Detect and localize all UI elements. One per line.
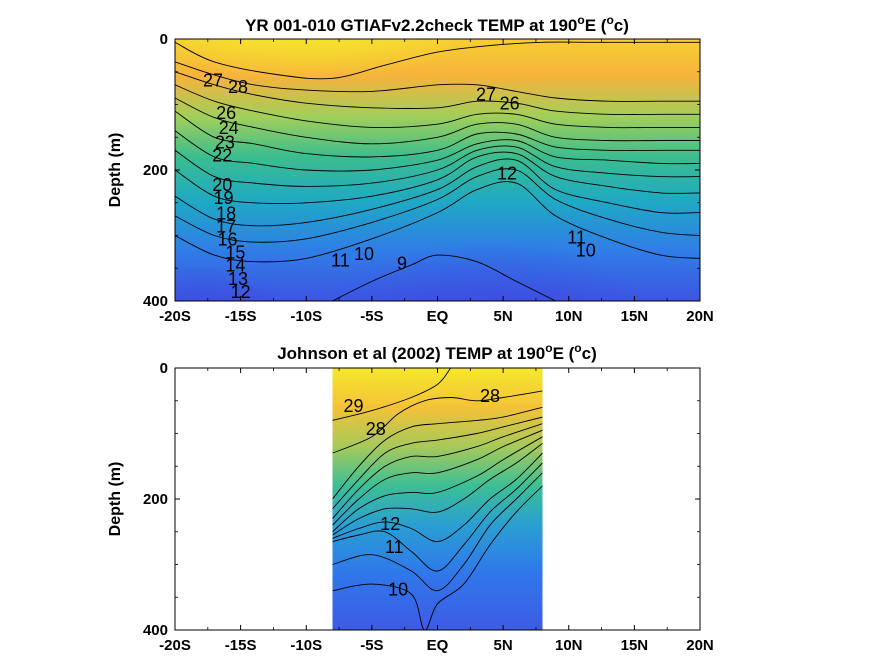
y-tick-label: 200 bbox=[143, 162, 168, 179]
contour-line-22 bbox=[175, 97, 700, 145]
x-tick-label: -20S bbox=[159, 637, 191, 654]
contour-line-22 bbox=[332, 423, 543, 519]
y-axis-label: Depth (m) bbox=[107, 133, 124, 208]
contour-label: 13 bbox=[228, 269, 248, 289]
x-tick-label: 15N bbox=[621, 637, 649, 654]
contour-label: 11 bbox=[385, 537, 404, 557]
contour-label: 24 bbox=[219, 118, 239, 138]
contour-lines bbox=[332, 368, 543, 630]
contour-label: 20 bbox=[212, 175, 232, 195]
contour-label: 10 bbox=[388, 579, 408, 599]
contour-label: 29 bbox=[343, 396, 363, 416]
contour-label: 28 bbox=[366, 419, 386, 439]
temperature-section-model: YR 001-010 GTIAFv2.2check TEMP at 190oE … bbox=[107, 13, 714, 325]
x-tick-label: 5N bbox=[494, 308, 513, 325]
x-tick-label: -5S bbox=[360, 308, 383, 325]
contour-line-24 bbox=[175, 84, 700, 129]
contour-line-24 bbox=[332, 416, 543, 510]
contour-lines bbox=[175, 41, 700, 301]
contour-label: 18 bbox=[216, 203, 236, 223]
contour-line-16 bbox=[175, 145, 700, 187]
contour-label: 19 bbox=[214, 188, 234, 208]
x-tick-label: -5S bbox=[360, 637, 383, 654]
x-tick-label: -15S bbox=[225, 637, 257, 654]
contour-label: 12 bbox=[231, 282, 251, 302]
contour-line-29 bbox=[332, 368, 451, 421]
chart-title: YR 001-010 GTIAFv2.2check TEMP at 190oE … bbox=[245, 13, 629, 35]
contour-label: 28 bbox=[480, 386, 500, 406]
contour-line-26 bbox=[332, 406, 543, 500]
x-tick-label: -10S bbox=[290, 637, 322, 654]
chart-title: Johnson et al (2002) TEMP at 190oE (oc) bbox=[277, 341, 597, 363]
x-tick-label: 10N bbox=[555, 637, 583, 654]
contour-line-10 bbox=[332, 485, 543, 630]
contour-line-14 bbox=[175, 151, 700, 204]
contour-label: 16 bbox=[217, 229, 237, 249]
y-tick-label: 400 bbox=[143, 622, 168, 639]
contour-line-20 bbox=[332, 429, 543, 526]
contour-label: 10 bbox=[354, 244, 374, 264]
contour-label: 28 bbox=[228, 77, 248, 97]
contour-line-11 bbox=[332, 472, 543, 592]
y-tick-label: 400 bbox=[143, 293, 168, 310]
contour-line-16 bbox=[332, 442, 543, 536]
contour-label: 27 bbox=[203, 70, 223, 90]
contour-line-26 bbox=[175, 71, 700, 116]
contour-line-20 bbox=[175, 110, 700, 158]
contour-label: 26 bbox=[216, 103, 236, 123]
contour-line-14 bbox=[332, 452, 543, 543]
x-tick-label: 10N bbox=[555, 308, 583, 325]
contour-label: 22 bbox=[212, 146, 232, 166]
contour-line-10 bbox=[175, 181, 700, 263]
contour-line-27 bbox=[175, 61, 700, 102]
contour-label: 15 bbox=[225, 243, 245, 263]
contour-label: 9 bbox=[397, 254, 407, 274]
contour-line-28 bbox=[332, 390, 543, 454]
contour-label: 23 bbox=[215, 133, 235, 153]
contour-label: 11 bbox=[331, 250, 350, 270]
x-tick-label: EQ bbox=[427, 637, 449, 654]
contour-line-9 bbox=[332, 254, 556, 301]
x-tick-label: 5N bbox=[494, 637, 513, 654]
y-tick-label: 0 bbox=[160, 31, 168, 48]
y-tick-label: 0 bbox=[160, 360, 168, 377]
contour-label: 11 bbox=[567, 228, 586, 248]
contour-label: 10 bbox=[576, 241, 596, 261]
contour-label: 12 bbox=[380, 514, 400, 534]
temperature-section-observed: Johnson et al (2002) TEMP at 190oE (oc) … bbox=[107, 341, 714, 654]
x-tick-label: 15N bbox=[621, 308, 649, 325]
contour-label: 17 bbox=[216, 216, 236, 236]
contour-line-12 bbox=[332, 462, 543, 572]
contour-label: 12 bbox=[497, 163, 517, 183]
x-tick-label: -20S bbox=[159, 308, 191, 325]
contour-line-11 bbox=[175, 168, 700, 243]
contour-line-18 bbox=[175, 130, 700, 172]
y-tick-label: 200 bbox=[143, 491, 168, 508]
contour-line-18 bbox=[332, 436, 543, 533]
x-tick-label: 20N bbox=[686, 637, 714, 654]
x-tick-label: -10S bbox=[290, 308, 322, 325]
x-tick-label: EQ bbox=[427, 308, 449, 325]
y-axis-label: Depth (m) bbox=[107, 462, 124, 537]
contour-line-28 bbox=[175, 41, 700, 80]
contour-label: 27 bbox=[476, 85, 496, 105]
contour-label: 26 bbox=[500, 93, 520, 113]
contour-label: 14 bbox=[225, 256, 245, 276]
x-tick-label: -15S bbox=[225, 308, 257, 325]
temperature-field bbox=[175, 39, 700, 301]
contour-line-12 bbox=[175, 158, 700, 227]
x-tick-label: 20N bbox=[686, 308, 714, 325]
